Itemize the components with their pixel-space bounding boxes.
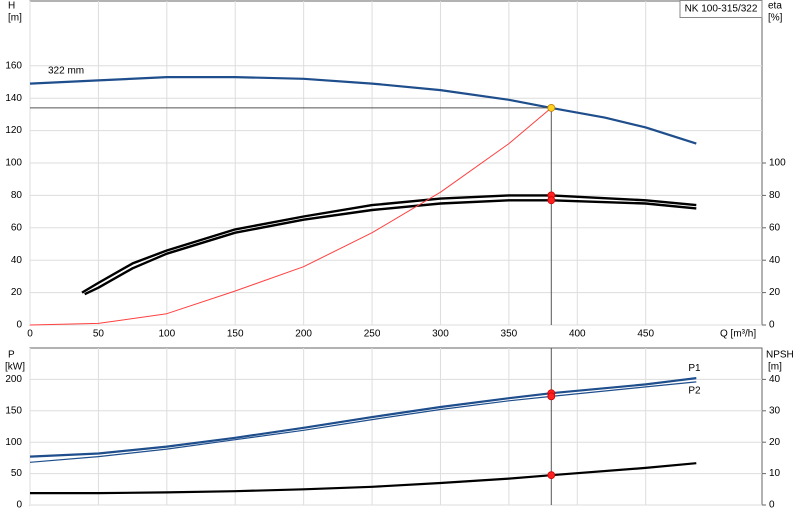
y2-tick-label: 10 — [769, 468, 781, 479]
y-axis-unit: [kW] — [5, 362, 25, 373]
y-tick-label: 100 — [5, 437, 22, 448]
y-tick-label: 80 — [11, 190, 23, 201]
y2-tick-label: 60 — [769, 222, 781, 233]
y-tick-label: 20 — [11, 287, 23, 298]
y2-tick-label: 40 — [769, 255, 781, 266]
x-tick-label: 400 — [569, 329, 586, 340]
y2-tick-label: 100 — [769, 158, 786, 169]
y2-axis-unit: [%] — [768, 13, 783, 24]
x-tick-label: 50 — [93, 329, 105, 340]
y-tick-label: 60 — [11, 222, 23, 233]
x-axis-title: Q [m³/h] — [720, 329, 756, 340]
curve — [84, 199, 697, 296]
y2-tick-label: 40 — [769, 374, 781, 385]
y-tick-label: 200 — [5, 374, 22, 385]
x-tick-label: 200 — [295, 329, 312, 340]
curve — [29, 381, 697, 463]
y2-tick-label: 20 — [769, 437, 781, 448]
y-tick-label: 0 — [16, 320, 22, 331]
legend-label: P2 — [688, 386, 701, 397]
y2-axis-unit: [m] — [768, 362, 782, 373]
legend-label: P1 — [688, 363, 701, 374]
x-tick-label: 450 — [637, 329, 654, 340]
y2-axis-title: eta — [768, 1, 782, 12]
y-axis-title: P — [8, 350, 15, 361]
y-axis-unit: [m] — [8, 13, 22, 24]
y-tick-label: 120 — [5, 125, 22, 136]
duty-point — [547, 104, 556, 112]
curve — [30, 462, 697, 495]
curve — [29, 377, 697, 458]
curve — [29, 107, 552, 326]
duty-point — [547, 471, 556, 480]
y2-tick-label: 80 — [769, 190, 781, 201]
y2-axis-title: NPSH — [766, 350, 794, 361]
x-tick-label: 350 — [501, 329, 518, 340]
y-tick-label: 0 — [16, 500, 22, 511]
x-tick-label: 0 — [27, 329, 33, 340]
y2-tick-label: 20 — [769, 287, 781, 298]
x-tick-label: 250 — [364, 329, 381, 340]
duty-point — [547, 196, 556, 205]
y-tick-label: 140 — [5, 93, 22, 104]
y2-tick-label: 0 — [769, 320, 775, 331]
curve-annotation: 322 mm — [48, 66, 84, 77]
y-tick-label: 100 — [5, 158, 22, 169]
duty-point — [547, 392, 556, 401]
y-tick-label: 160 — [5, 60, 22, 71]
curve — [29, 76, 697, 145]
chart-title: NK 100-315/322 — [685, 4, 758, 15]
y-tick-label: 50 — [11, 468, 23, 479]
x-tick-label: 150 — [227, 329, 244, 340]
y2-tick-label: 30 — [769, 405, 781, 416]
y2-tick-label: 0 — [769, 500, 775, 511]
x-tick-label: 100 — [158, 329, 175, 340]
y-axis-title: H — [8, 1, 15, 12]
y-tick-label: 150 — [5, 405, 22, 416]
y-tick-label: 40 — [11, 255, 23, 266]
title-box — [679, 0, 763, 18]
curve — [81, 194, 697, 294]
x-tick-label: 300 — [432, 329, 449, 340]
plot-area — [29, 347, 763, 506]
